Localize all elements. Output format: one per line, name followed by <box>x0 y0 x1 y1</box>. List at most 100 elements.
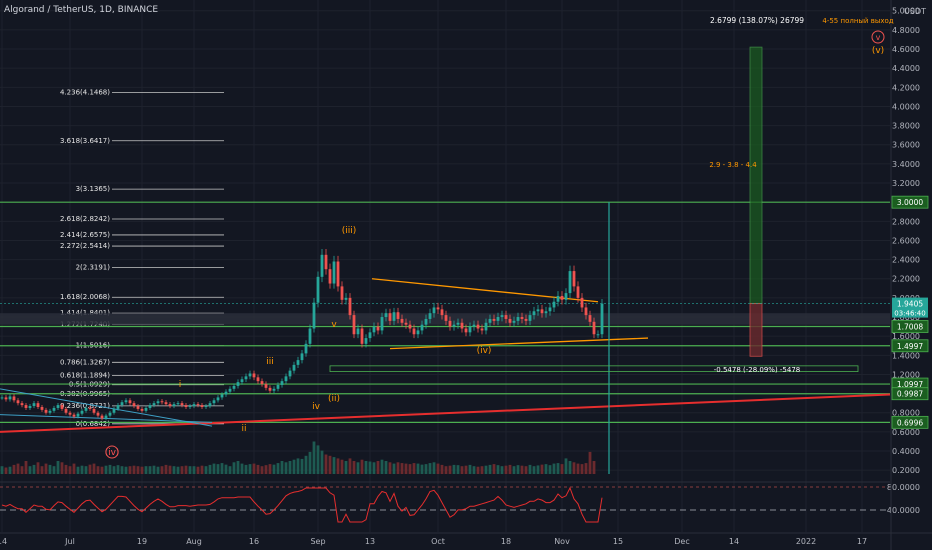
candle-body <box>324 254 328 270</box>
candle-body <box>112 408 116 413</box>
candle-body <box>396 312 400 319</box>
volume-bar <box>96 466 100 474</box>
time-tick-label: 14 <box>0 537 7 546</box>
volume-bar <box>200 465 204 474</box>
candle-body <box>384 313 388 318</box>
volume-bar <box>440 464 444 474</box>
fib-label: 0.236(0.8721) <box>60 402 110 410</box>
candle-body <box>128 400 132 404</box>
currency-label: USDT <box>904 7 926 16</box>
candle-body <box>264 384 268 388</box>
red-trend-line <box>0 393 891 433</box>
candle-body <box>524 318 528 321</box>
level-badge <box>891 320 929 333</box>
candle-body <box>480 328 484 331</box>
volume-bar <box>368 461 372 474</box>
candle-body <box>500 315 504 318</box>
volume-bar <box>32 464 36 474</box>
candle-body <box>4 397 8 400</box>
price-tick-label: 2.6000 <box>892 236 920 245</box>
volume-bar <box>132 465 136 474</box>
candle-body <box>52 407 56 411</box>
time-axis[interactable]: 14 Jul 19 Aug 16 Sep 13 Oct 18 Nov 15 Dec 14 2022 17 <box>0 532 932 546</box>
time-tick-label: 13 <box>365 537 375 546</box>
volume-bar <box>436 463 440 474</box>
candle-body <box>148 405 152 408</box>
time-tick-label: 17 <box>857 537 867 546</box>
time-tick-label: 16 <box>249 537 259 546</box>
rsi-pane: 80.0000 40.0000 <box>0 481 920 523</box>
candle-body <box>496 317 500 321</box>
candle-body <box>300 353 304 361</box>
volume-bar <box>544 464 548 474</box>
blue-channel-line <box>0 388 213 427</box>
volume-bar <box>592 461 596 474</box>
volume-bar <box>580 464 584 474</box>
candle-body <box>352 315 356 335</box>
candle-body <box>220 394 224 398</box>
candle-body <box>376 326 380 331</box>
volume-bar <box>428 463 432 474</box>
volume-bar <box>460 466 464 474</box>
candle-body <box>0 397 4 399</box>
candle-body <box>160 401 164 403</box>
wave-label: (ii) <box>328 394 340 404</box>
candle-body <box>252 373 256 378</box>
candle-body <box>16 400 20 404</box>
volume-bar <box>320 450 324 474</box>
volume-bar <box>400 463 404 474</box>
volume-bar <box>212 463 216 474</box>
volume-bar <box>584 463 588 474</box>
volume-bar <box>564 458 568 474</box>
candle-body <box>120 402 124 406</box>
volume-bar <box>148 466 152 474</box>
volume-bar <box>124 466 128 474</box>
level-badge-label: 1.7008 <box>897 323 923 332</box>
last-price-label: 1.9405 <box>897 300 923 309</box>
wave-label: (iii) <box>342 226 357 236</box>
candle-body <box>408 324 412 329</box>
targets-label: 2.9 - 3.8 - 4.4 <box>709 161 757 169</box>
volume-bar <box>372 462 376 474</box>
volume-bar <box>72 463 76 474</box>
candle-body <box>540 309 544 314</box>
candle-body <box>488 318 492 323</box>
price-axis[interactable]: 0.20000.40000.60000.80001.00001.20001.40… <box>890 0 929 550</box>
volume-bar <box>244 464 248 474</box>
candle-body <box>28 406 32 408</box>
volume-bar <box>288 461 292 474</box>
volume-bar <box>196 466 200 474</box>
volume-bar <box>260 466 264 474</box>
volume-bar <box>512 466 516 474</box>
time-tick-label: 2022 <box>796 537 816 546</box>
candle-body <box>392 312 396 321</box>
volume-bar <box>68 466 72 474</box>
candle-body <box>100 415 104 419</box>
candle-body <box>504 315 508 319</box>
candle-body <box>44 409 48 413</box>
candle-body <box>556 295 560 302</box>
volume-bar <box>396 462 400 474</box>
volume-bar <box>180 466 184 474</box>
candle-body <box>140 408 144 411</box>
candle-body <box>276 384 280 389</box>
candle-body <box>308 328 312 344</box>
level-badge-label: 0.9987 <box>897 390 923 399</box>
volume-bar <box>4 467 8 474</box>
price-tick-label: 4.0000 <box>892 102 920 111</box>
volume-bar <box>528 464 532 474</box>
candle-body <box>440 309 444 316</box>
candle-body <box>568 271 572 294</box>
volume-bar <box>432 462 436 474</box>
volume-bar <box>504 465 508 474</box>
fib-label: 0(0.6842) <box>76 420 111 428</box>
candle-body <box>208 403 212 407</box>
volume-bar <box>224 464 228 474</box>
candle-body <box>108 412 112 416</box>
wave-label: (v) <box>872 46 884 56</box>
candle-body <box>424 318 428 325</box>
symbol-title: Algorand / TetherUS, 1D, BINANCE <box>4 5 158 15</box>
price-tick-label: 2.4000 <box>892 256 920 265</box>
volume-bar <box>52 466 56 474</box>
